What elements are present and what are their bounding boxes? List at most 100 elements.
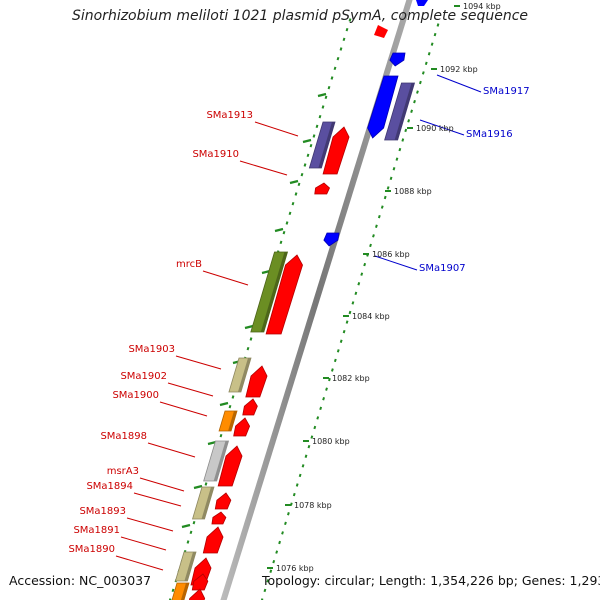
topology-summary: Topology: circular; Length: 1,354,226 bp…	[262, 573, 600, 588]
kbp-label: 1080 kbp	[312, 437, 350, 446]
tick-dot	[306, 153, 310, 158]
tick-dot	[369, 243, 372, 248]
major-tick	[302, 138, 312, 144]
tick-dot	[228, 404, 232, 409]
gene-label: SMa1917	[483, 86, 530, 97]
tick-dot	[348, 310, 352, 315]
tick-dot	[354, 291, 358, 296]
tick-dot	[309, 143, 313, 148]
forward-gene-arrow	[202, 526, 224, 554]
tick-dot	[285, 221, 289, 225]
forward-feature-block-shade	[237, 358, 251, 392]
gene-label: SMa1902	[120, 371, 167, 382]
tick-dot	[278, 540, 281, 545]
tick-dot	[389, 176, 393, 181]
tick-dot	[328, 377, 331, 382]
tick-dot	[318, 114, 322, 119]
tick-dot	[284, 521, 287, 526]
kbp-label: 1082 kbp	[332, 374, 370, 383]
tick-dot	[351, 301, 355, 305]
leader-line	[202, 270, 249, 286]
tick-dot	[322, 397, 325, 401]
gene-label: msrA3	[107, 466, 139, 477]
major-tick	[244, 324, 254, 330]
tick-dot	[189, 530, 193, 535]
tick-dot	[269, 569, 273, 573]
tick-dot	[386, 186, 390, 190]
tick-dot	[231, 395, 235, 399]
major-tick	[219, 401, 229, 407]
major-tick	[193, 484, 203, 490]
tick-dot	[246, 346, 250, 351]
reverse-gene-arrow	[367, 75, 399, 139]
gene-labels: SMa1913 SMa1910 mrcB SMa1903 SMa1902 SMa1900 S…	[68, 86, 529, 555]
gene-label: SMa1916	[466, 129, 513, 140]
tick-dot	[416, 90, 419, 94]
tick-dot	[336, 56, 340, 61]
gene-label: SMa1893	[79, 506, 126, 517]
tick-dot	[300, 172, 304, 177]
tick-dot	[292, 492, 296, 497]
leader-line	[436, 74, 482, 93]
tick-dot	[336, 349, 340, 353]
forward-gene-arrow	[191, 573, 209, 591]
reverse-gene-arrow	[389, 52, 406, 67]
tick-dot	[171, 588, 175, 593]
forward-gene-arrow	[214, 492, 232, 510]
leader-line	[167, 382, 214, 397]
tick-dot	[275, 550, 279, 554]
tick-dot	[395, 157, 399, 161]
feature-track	[171, 0, 428, 600]
kbp-label: 1086 kbp	[372, 250, 410, 259]
tick-dot	[287, 512, 290, 516]
gene-label: SMa1910	[192, 149, 239, 160]
forward-gene-arrow	[242, 398, 258, 416]
major-tick	[207, 440, 217, 446]
tick-dot	[186, 540, 190, 544]
tick-dot	[192, 520, 196, 525]
accession-label: Accession: NC_003037	[9, 573, 152, 588]
gene-label: SMa1898	[100, 431, 147, 442]
tick-dot	[363, 262, 367, 267]
gene-label: mrcB	[176, 259, 202, 270]
tick-dot	[168, 598, 172, 600]
forward-feature-block-shade	[180, 583, 189, 600]
tick-dot	[281, 531, 284, 535]
gene-label: SMa1891	[73, 525, 120, 536]
tick-dot	[383, 195, 387, 200]
tick-dot	[294, 192, 298, 196]
tick-dot	[313, 425, 317, 430]
tick-dot	[407, 119, 411, 123]
forward-gene-arrow	[217, 445, 243, 487]
leader-line	[139, 477, 185, 492]
forward-feature-block-shade	[228, 411, 237, 431]
tick-dot	[307, 444, 311, 449]
kbp-label: 1076 kbp	[276, 564, 314, 573]
major-tick	[317, 92, 327, 98]
forward-feature-block-shade	[213, 441, 229, 481]
forward-gene-arrow	[322, 126, 350, 175]
tick-dot	[331, 368, 334, 372]
kbp-label: 1084 kbp	[352, 312, 390, 321]
tick-dot	[282, 230, 286, 235]
forward-feature-block-shade	[318, 122, 335, 168]
tick-dot	[304, 454, 308, 458]
leader-line	[126, 517, 174, 532]
tick-dot	[357, 282, 361, 286]
forward-gene-arrow	[245, 365, 268, 398]
tick-dot	[316, 416, 320, 420]
tick-dot	[289, 502, 293, 506]
tick-dot	[401, 138, 405, 142]
kbp-label: 1078 kbp	[294, 501, 332, 510]
tick-dot	[297, 182, 301, 187]
tick-dot	[348, 18, 352, 22]
tick-dot	[430, 42, 434, 46]
tick-dot	[266, 579, 270, 583]
forward-feature-block-shade	[260, 252, 288, 332]
tick-dot	[291, 201, 295, 206]
gene-label: SMa1907	[419, 263, 466, 274]
tick-dot	[404, 128, 408, 133]
major-tick	[181, 523, 191, 529]
